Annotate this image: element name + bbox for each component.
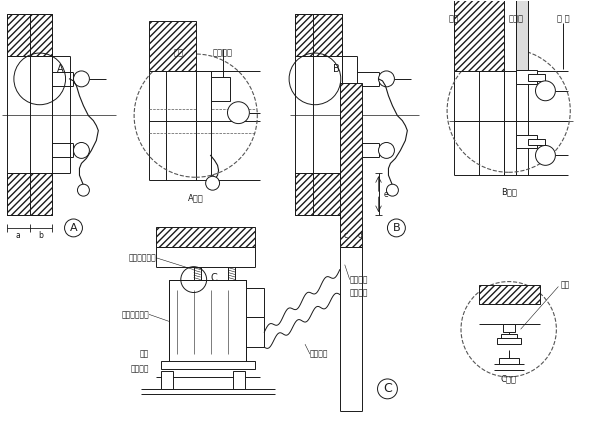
Bar <box>295 173 342 215</box>
Bar <box>161 371 173 389</box>
Text: b: b <box>38 232 43 240</box>
Text: A: A <box>70 223 77 233</box>
Text: 天花式排气扇: 天花式排气扇 <box>121 310 149 319</box>
Text: 木窗: 木窗 <box>174 48 184 57</box>
Text: B放大: B放大 <box>501 187 517 197</box>
Text: c: c <box>343 232 348 240</box>
Bar <box>196 71 210 121</box>
Bar <box>7 173 52 215</box>
Bar <box>234 371 245 389</box>
Circle shape <box>387 219 406 237</box>
Bar <box>149 21 196 71</box>
Text: 镇锌螺栓: 镇锌螺栓 <box>212 48 232 57</box>
Bar <box>528 74 545 81</box>
Text: C放大: C放大 <box>501 375 517 384</box>
Circle shape <box>379 71 395 87</box>
Circle shape <box>379 143 395 159</box>
Bar <box>210 77 231 101</box>
Text: a: a <box>15 232 20 240</box>
Bar <box>156 227 256 247</box>
Circle shape <box>387 184 398 196</box>
Text: 螺栓: 螺栓 <box>561 280 570 289</box>
Bar <box>7 14 52 56</box>
Text: B: B <box>333 64 340 74</box>
Bar <box>295 14 342 56</box>
Circle shape <box>65 219 82 237</box>
Bar <box>515 134 537 149</box>
Text: B: B <box>393 223 400 233</box>
Circle shape <box>206 176 220 190</box>
Circle shape <box>536 146 555 165</box>
Circle shape <box>378 379 397 399</box>
Bar <box>340 83 362 247</box>
Circle shape <box>228 102 249 124</box>
Text: 镇锌全牙螺栓: 镇锌全牙螺栓 <box>128 253 156 262</box>
Bar <box>161 361 256 369</box>
Bar <box>479 285 540 305</box>
Circle shape <box>73 71 90 87</box>
Circle shape <box>77 184 90 196</box>
Text: 钓网: 钓网 <box>449 15 459 24</box>
Bar <box>503 324 515 332</box>
Text: 铜制套筒: 铜制套筒 <box>350 275 368 284</box>
Circle shape <box>73 143 90 159</box>
Text: A放大: A放大 <box>188 194 204 203</box>
Bar <box>497 338 520 344</box>
Text: 排风管井: 排风管井 <box>350 288 368 297</box>
Bar <box>246 288 264 318</box>
Bar <box>499 358 518 364</box>
Bar <box>504 0 515 71</box>
Text: d: d <box>357 232 362 240</box>
Text: C: C <box>383 382 392 395</box>
Bar <box>169 280 246 364</box>
Bar <box>528 139 545 146</box>
Text: 出风软管: 出风软管 <box>310 349 328 359</box>
Text: 橡胶板: 橡胶板 <box>508 15 523 24</box>
Bar <box>515 0 528 71</box>
Text: 装修天花: 装修天花 <box>131 365 149 374</box>
Text: C: C <box>210 273 217 283</box>
Bar <box>515 70 537 84</box>
Text: A: A <box>57 64 63 74</box>
Text: 钓 板: 钓 板 <box>557 15 570 24</box>
Circle shape <box>536 81 555 101</box>
Text: 面罩: 面罩 <box>140 349 149 359</box>
Text: e: e <box>383 190 388 199</box>
Bar <box>454 0 504 71</box>
Bar <box>501 334 517 339</box>
